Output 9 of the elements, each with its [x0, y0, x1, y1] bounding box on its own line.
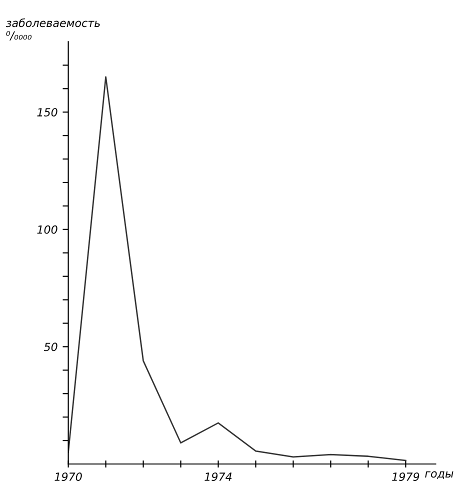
x-tick-label: 1979 [392, 472, 420, 481]
y-axis-title: заболеваемость ⁰/₀₀₀₀ [6, 18, 100, 40]
y-tick-label: 150 [37, 108, 58, 116]
x-axis-title: годы [425, 471, 454, 480]
y-tick-label: 100 [37, 225, 58, 234]
x-tick-label: 1974 [204, 472, 232, 481]
x-tick-label: 1970 [54, 472, 82, 481]
y-tick-label: 50 [44, 342, 58, 352]
line-series [68, 76, 406, 462]
